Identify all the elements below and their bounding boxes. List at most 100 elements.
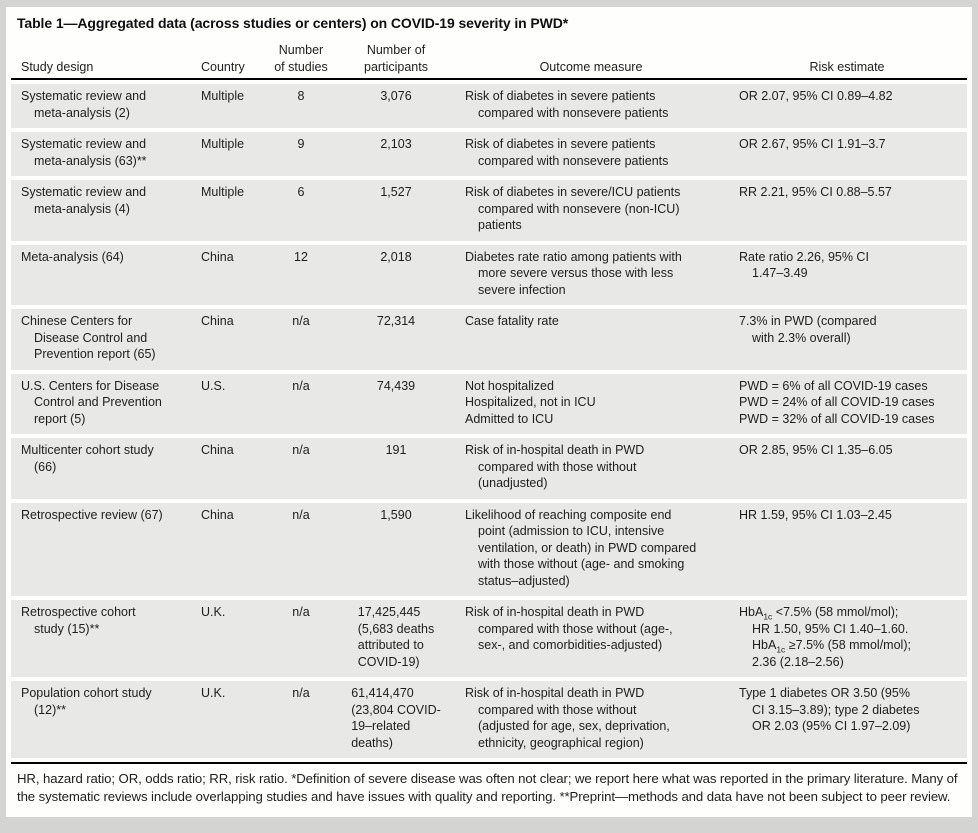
cell-participants: 1,590 xyxy=(337,502,455,596)
cell-line: Systematic review and xyxy=(21,89,147,103)
cell-line: n/a xyxy=(292,314,310,328)
cell-line: ventilation, or death) in PWD compared xyxy=(478,540,697,555)
cell-num-studies: 8 xyxy=(265,84,337,128)
cell-line: OR 2.85, 95% CI 1.35–6.05 xyxy=(739,443,893,457)
cell-line: ethnicity, geographical region) xyxy=(478,735,644,750)
cell-risk: Rate ratio 2.26, 95% CI 1.47–3.49 xyxy=(727,244,967,305)
cell-line: Systematic review and xyxy=(21,185,147,199)
cell-line: Risk of diabetes in severe patients xyxy=(465,89,656,103)
cell-line: Meta-analysis (64) xyxy=(21,249,124,264)
cell-outcome: Risk of in-hospital death in PWD compared… xyxy=(455,438,727,499)
cell-num-studies: n/a xyxy=(265,309,337,370)
column-header-outcome-measure: Outcome measure xyxy=(455,41,727,80)
cell-line: Number xyxy=(278,43,324,57)
cell-num-studies: n/a xyxy=(265,373,337,434)
cell-value-block: 17,425,445 (5,683 deaths attributed to COVI… xyxy=(358,604,434,670)
cell-participants: 1,527 xyxy=(337,180,455,241)
cell-line: (unadjusted) xyxy=(478,476,548,490)
table-bottom-rule xyxy=(11,762,967,764)
cell-line: PWD = 24% of all COVID-19 cases xyxy=(739,395,935,409)
cell-participants: 17,425,445 (5,683 deaths attributed to COVI… xyxy=(337,600,455,677)
cell-line: point (admission to ICU, intensive xyxy=(478,524,665,538)
cell-participants: 191 xyxy=(337,438,455,499)
table-row: Meta-analysis (64) China 12 2,018 Diabetes r… xyxy=(11,244,967,305)
cell-line: U.S. xyxy=(201,378,226,393)
cell-outcome: Risk of diabetes in severe patients compa… xyxy=(455,84,727,128)
cell-line: 6 xyxy=(297,185,305,199)
cell-line: Prevention report (65) xyxy=(34,347,156,361)
cell-line: OR 2.67, 95% CI 1.91–3.7 xyxy=(739,137,886,151)
cell-outcome: Case fatality rate xyxy=(455,309,727,370)
table-row: Systematic review and meta-analysis (4) Mu… xyxy=(11,180,967,241)
cell-participants: 2,103 xyxy=(337,132,455,176)
cell-participants: 72,314 xyxy=(337,309,455,370)
table-body: Systematic review and meta-analysis (2) Mu… xyxy=(11,84,967,758)
cell-value-block: 2,018 xyxy=(380,249,411,266)
cell-value-block: 3,076 xyxy=(380,88,411,105)
cell-line: 17,425,445 xyxy=(357,605,421,619)
cell-line: Hospitalized, not in ICU xyxy=(465,395,596,409)
cell-line: Risk estimate xyxy=(809,59,885,74)
cell-line: Control and Prevention xyxy=(34,395,162,409)
table-footnote: HR, hazard ratio; OR, odds ratio; RR, ri… xyxy=(17,771,958,804)
cell-line: status–adjusted) xyxy=(478,573,570,588)
cell-value-block: 72,314 xyxy=(377,313,415,330)
cell-line: Number of xyxy=(366,43,426,57)
cell-line: U.K. xyxy=(201,686,226,700)
table-row: Population cohort study (12)** U.K. n/a 61,4… xyxy=(11,681,967,758)
cell-value-block: 191 xyxy=(386,442,407,459)
cell-participants: 3,076 xyxy=(337,84,455,128)
cell-line: 1,590 xyxy=(380,507,412,522)
table-row: Retrospective review (67) China n/a 1,590 Li… xyxy=(11,502,967,596)
cell-line: 9 xyxy=(297,137,305,151)
cell-line: Outcome measure xyxy=(539,59,643,74)
cell-line: with those without (age- and smoking xyxy=(478,557,685,571)
cell-line: Systematic review and xyxy=(21,137,147,151)
cell-line: HbA1c <7.5% (58 mmol/mol); xyxy=(739,605,899,622)
cell-outcome: Diabetes rate ratio among patients with m… xyxy=(455,244,727,305)
cell-value-block: n/a xyxy=(292,378,309,395)
cell-line: meta-analysis (2) xyxy=(34,105,130,120)
cell-line: Not hospitalized xyxy=(465,378,554,393)
cell-risk: OR 2.67, 95% CI 1.91–3.7 xyxy=(727,132,967,176)
cell-line: HR 1.59, 95% CI 1.03–2.45 xyxy=(739,507,892,522)
cell-country: Multiple xyxy=(199,84,265,128)
cell-risk: OR 2.07, 95% CI 0.89–4.82 xyxy=(727,84,967,128)
cell-country: China xyxy=(199,438,265,499)
cell-line: China xyxy=(201,249,234,264)
cell-line: compared with those without xyxy=(478,459,637,474)
cell-line: U.S. Centers for Disease xyxy=(21,378,160,393)
cell-line: Admitted to ICU xyxy=(465,411,554,426)
cell-line: n/a xyxy=(292,686,310,700)
cell-line: Study design xyxy=(21,59,94,74)
cell-line: compared with nonsevere patients xyxy=(478,153,669,168)
cell-line: report (5) xyxy=(34,411,86,426)
cell-line: 1,527 xyxy=(380,185,412,199)
cell-line: n/a xyxy=(292,378,310,393)
cell-study-design: Retrospective review (67) xyxy=(11,502,199,596)
cell-value-block: 6 xyxy=(298,184,305,201)
column-header-number-of-studies: Number of studies xyxy=(265,41,337,80)
cell-line: OR 2.07, 95% CI 0.89–4.82 xyxy=(739,89,893,103)
cell-value-block: n/a xyxy=(292,313,309,330)
cell-risk: OR 2.85, 95% CI 1.35–6.05 xyxy=(727,438,967,499)
cell-risk: HR 1.59, 95% CI 1.03–2.45 xyxy=(727,502,967,596)
cell-line: (adjusted for age, sex, deprivation, xyxy=(478,719,670,733)
cell-num-studies: 9 xyxy=(265,132,337,176)
cell-risk: HbA1c <7.5% (58 mmol/mol); HR 1.50, 95% C… xyxy=(727,600,967,677)
cell-line: HbA1c ≥7.5% (58 mmol/mol); xyxy=(752,638,911,655)
cell-line: Type 1 diabetes OR 3.50 (95% xyxy=(739,686,910,700)
cell-country: U.S. xyxy=(199,373,265,434)
cell-line: COVID-19) xyxy=(357,654,420,669)
table-header: Study design Country Number of studies Numbe… xyxy=(11,41,967,80)
cell-outcome: Likelihood of reaching composite end poin… xyxy=(455,502,727,596)
cell-line: (66) xyxy=(34,459,57,474)
cell-risk: Type 1 diabetes OR 3.50 (95% CI 3.15–3.89… xyxy=(727,681,967,758)
cell-value-block: 2,103 xyxy=(380,136,411,153)
cell-study-design: Retrospective cohort study (15)** xyxy=(11,600,199,677)
cell-line: 2,103 xyxy=(380,137,412,151)
table-row: Systematic review and meta-analysis (63)*… xyxy=(11,132,967,176)
cell-line: compared with those without xyxy=(478,702,637,717)
cell-line: of studies xyxy=(274,59,328,74)
cell-line: 2.36 (2.18–2.56) xyxy=(752,654,844,669)
